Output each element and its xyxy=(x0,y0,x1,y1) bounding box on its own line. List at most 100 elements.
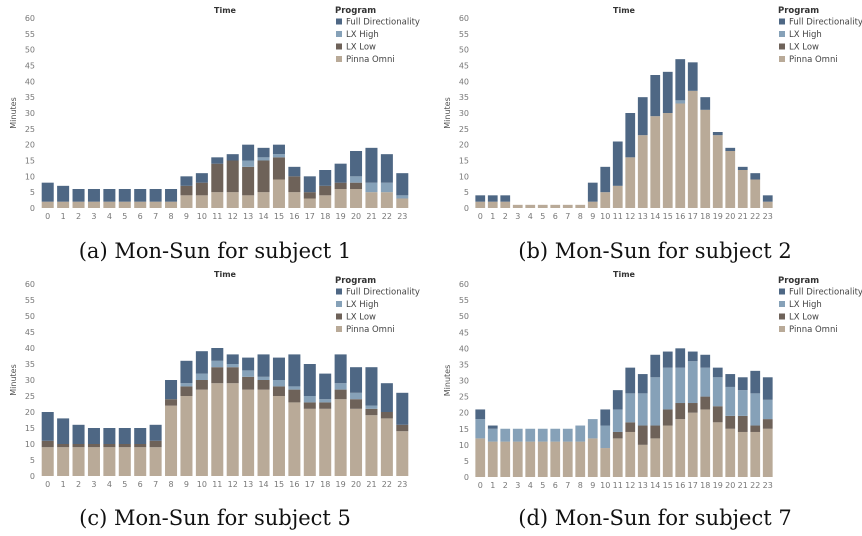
bar-segment-pinna-omni xyxy=(319,195,332,208)
bar-segment-pinna-omni xyxy=(675,103,686,208)
x-tick-label: 17 xyxy=(688,212,698,221)
y-tick-label: 45 xyxy=(459,328,469,337)
bar-segment-pinna-omni xyxy=(500,201,511,208)
legend-swatch xyxy=(336,301,342,307)
x-tick-label: 13 xyxy=(638,481,648,490)
bar-segment-lx-high xyxy=(272,380,285,387)
bar-segment-lx-high xyxy=(211,360,224,368)
y-axis-label: Minutes xyxy=(443,97,452,129)
bar-segment-pinna-omni xyxy=(226,383,239,476)
bar-segment-pinna-omni xyxy=(512,204,523,208)
figure-caption: (a) Mon-Sun for subject 1 xyxy=(79,239,352,263)
bar-segment-lx-low xyxy=(134,444,147,448)
x-tick-label: 12 xyxy=(625,481,635,490)
bar-segment-full-directionality xyxy=(41,182,54,202)
x-tick-label: 16 xyxy=(289,480,299,489)
bar-segment-full-directionality xyxy=(380,154,393,183)
bar-segment-pinna-omni xyxy=(380,192,393,208)
bar-segment-full-directionality xyxy=(303,364,316,396)
bar-segment-lx-low xyxy=(319,402,332,409)
bar-segment-lx-low xyxy=(675,403,686,420)
bar-segment-lx-low xyxy=(625,422,636,432)
x-tick-label: 18 xyxy=(700,481,710,490)
x-tick-label: 10 xyxy=(600,212,610,221)
bar-segment-full-directionality xyxy=(211,348,224,361)
bar-segment-full-directionality xyxy=(118,189,131,202)
bar-segment-full-directionality xyxy=(195,351,208,374)
y-tick-label: 55 xyxy=(25,296,35,305)
x-tick-label: 0 xyxy=(478,481,483,490)
bar-segment-full-directionality xyxy=(396,392,409,425)
legend-entry: LX High xyxy=(346,300,379,310)
x-tick-label: 23 xyxy=(397,480,407,489)
bar-segment-lx-low xyxy=(612,431,623,439)
bar-segment-lx-low xyxy=(180,185,193,196)
bar-segment-lx-high xyxy=(195,373,208,380)
y-tick-label: 35 xyxy=(25,360,35,369)
bar-segment-lx-low xyxy=(319,185,332,196)
x-tick-label: 11 xyxy=(613,212,623,221)
bar-segment-pinna-omni xyxy=(396,198,409,208)
figure-caption: (d) Mon-Sun for subject 7 xyxy=(518,506,791,530)
bar-segment-full-directionality xyxy=(687,62,698,91)
bar-segment-full-directionality xyxy=(612,390,623,410)
bar-segment-pinna-omni xyxy=(103,201,116,208)
x-tick-label: 3 xyxy=(515,481,520,490)
bar-segment-full-directionality xyxy=(650,75,661,117)
y-tick-label: 60 xyxy=(25,14,35,23)
bar-segment-lx-high xyxy=(587,419,598,439)
bar-segment-pinna-omni xyxy=(762,201,773,208)
legend-swatch xyxy=(779,326,785,332)
bar-segment-full-directionality xyxy=(57,418,70,444)
y-tick-label: 50 xyxy=(459,46,469,55)
bar-segment-pinna-omni xyxy=(762,428,773,477)
x-tick-label: 19 xyxy=(713,212,723,221)
bar-segment-full-directionality xyxy=(380,383,393,412)
x-tick-label: 9 xyxy=(184,480,189,489)
bar-segment-lx-low xyxy=(272,386,285,396)
legend-entry: Pinna Omni xyxy=(346,55,395,65)
legend-entry: LX Low xyxy=(346,313,376,323)
bar-segment-pinna-omni xyxy=(500,441,511,477)
legend-entry: LX High xyxy=(346,30,379,40)
x-tick-label: 21 xyxy=(738,481,748,490)
bar-segment-pinna-omni xyxy=(365,415,378,476)
x-tick-label: 17 xyxy=(305,480,315,489)
legend-swatch xyxy=(336,56,342,62)
bar-segment-full-directionality xyxy=(600,166,611,193)
bar-segment-pinna-omni xyxy=(487,201,498,208)
legend-entry: LX Low xyxy=(346,43,376,53)
bar-segment-lx-high xyxy=(687,361,698,404)
x-tick-label: 7 xyxy=(565,481,570,490)
x-tick-label: 5 xyxy=(540,212,545,221)
bar-segment-full-directionality xyxy=(272,357,285,380)
bar-segment-lx-high xyxy=(242,160,255,167)
y-tick-label: 50 xyxy=(25,312,35,321)
bar-segment-full-directionality xyxy=(350,151,363,177)
legend-entry: Full Directionality xyxy=(346,288,420,298)
bar-segment-full-directionality xyxy=(475,195,486,202)
bar-segment-lx-high xyxy=(257,157,270,161)
bar-segment-pinna-omni xyxy=(180,396,193,476)
bar-segment-full-directionality xyxy=(365,367,378,406)
bar-segment-full-directionality xyxy=(737,377,748,391)
legend-title: Program xyxy=(335,6,376,16)
bar-segment-full-directionality xyxy=(487,195,498,202)
x-tick-label: 15 xyxy=(274,212,284,221)
y-tick-label: 5 xyxy=(464,457,469,466)
bar-segment-lx-high xyxy=(650,377,661,426)
bar-segment-pinna-omni xyxy=(118,201,131,208)
bar-segment-pinna-omni xyxy=(165,405,178,476)
x-tick-label: 9 xyxy=(184,212,189,221)
bar-segment-lx-high xyxy=(272,154,285,158)
bar-segment-lx-low xyxy=(211,367,224,384)
bar-segment-full-directionality xyxy=(637,97,648,136)
legend-entry: Full Directionality xyxy=(346,18,420,28)
y-tick-label: 35 xyxy=(459,360,469,369)
bar-segment-pinna-omni xyxy=(600,448,611,477)
bar-segment-full-directionality xyxy=(587,182,598,202)
bar-segment-full-directionality xyxy=(87,428,100,444)
y-tick-label: 40 xyxy=(459,344,469,353)
x-tick-label: 16 xyxy=(675,212,685,221)
bar-segment-full-directionality xyxy=(334,163,347,183)
